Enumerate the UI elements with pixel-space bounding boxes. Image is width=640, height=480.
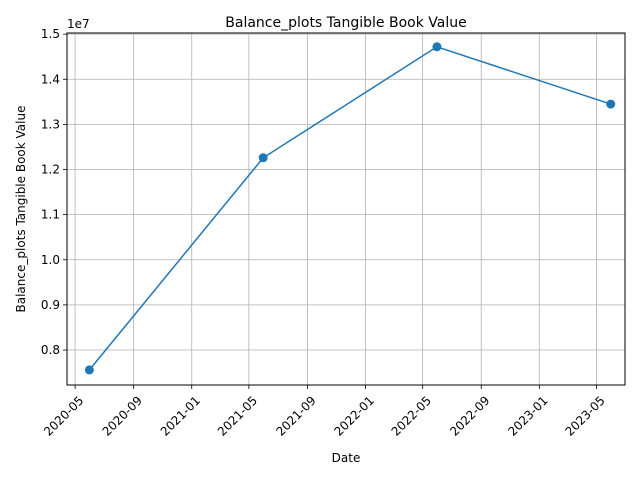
x-axis-label: Date <box>332 451 361 465</box>
y-tick-label: 1.3 <box>41 117 60 131</box>
grid <box>67 33 625 385</box>
y-tick-label: 1.5 <box>41 27 60 41</box>
y-tick-label: 1.0 <box>41 253 60 267</box>
y-axis-label: Balance_plots Tangible Book Value <box>14 106 28 313</box>
data-point <box>432 42 442 52</box>
y-tick-label: 1.4 <box>41 72 60 86</box>
data-point <box>606 99 616 109</box>
y-tick-label: 0.8 <box>41 343 60 357</box>
y-offset-label: 1e7 <box>67 17 90 31</box>
data-point <box>258 153 268 163</box>
series-line-layer <box>88 45 611 371</box>
y-tick-label: 1.1 <box>41 208 60 222</box>
data-point <box>84 365 94 375</box>
series-line <box>88 45 611 371</box>
y-ticks: 0.8 0.9 1.0 1.1 1.2 1.3 1.4 1.5 <box>41 27 67 357</box>
plot-frame <box>66 32 626 386</box>
chart-title: Balance_plots Tangible Book Value <box>225 15 466 31</box>
series-point-layer <box>84 42 616 375</box>
y-tick-label: 0.9 <box>41 298 60 312</box>
y-tick-label: 1.2 <box>41 163 60 177</box>
